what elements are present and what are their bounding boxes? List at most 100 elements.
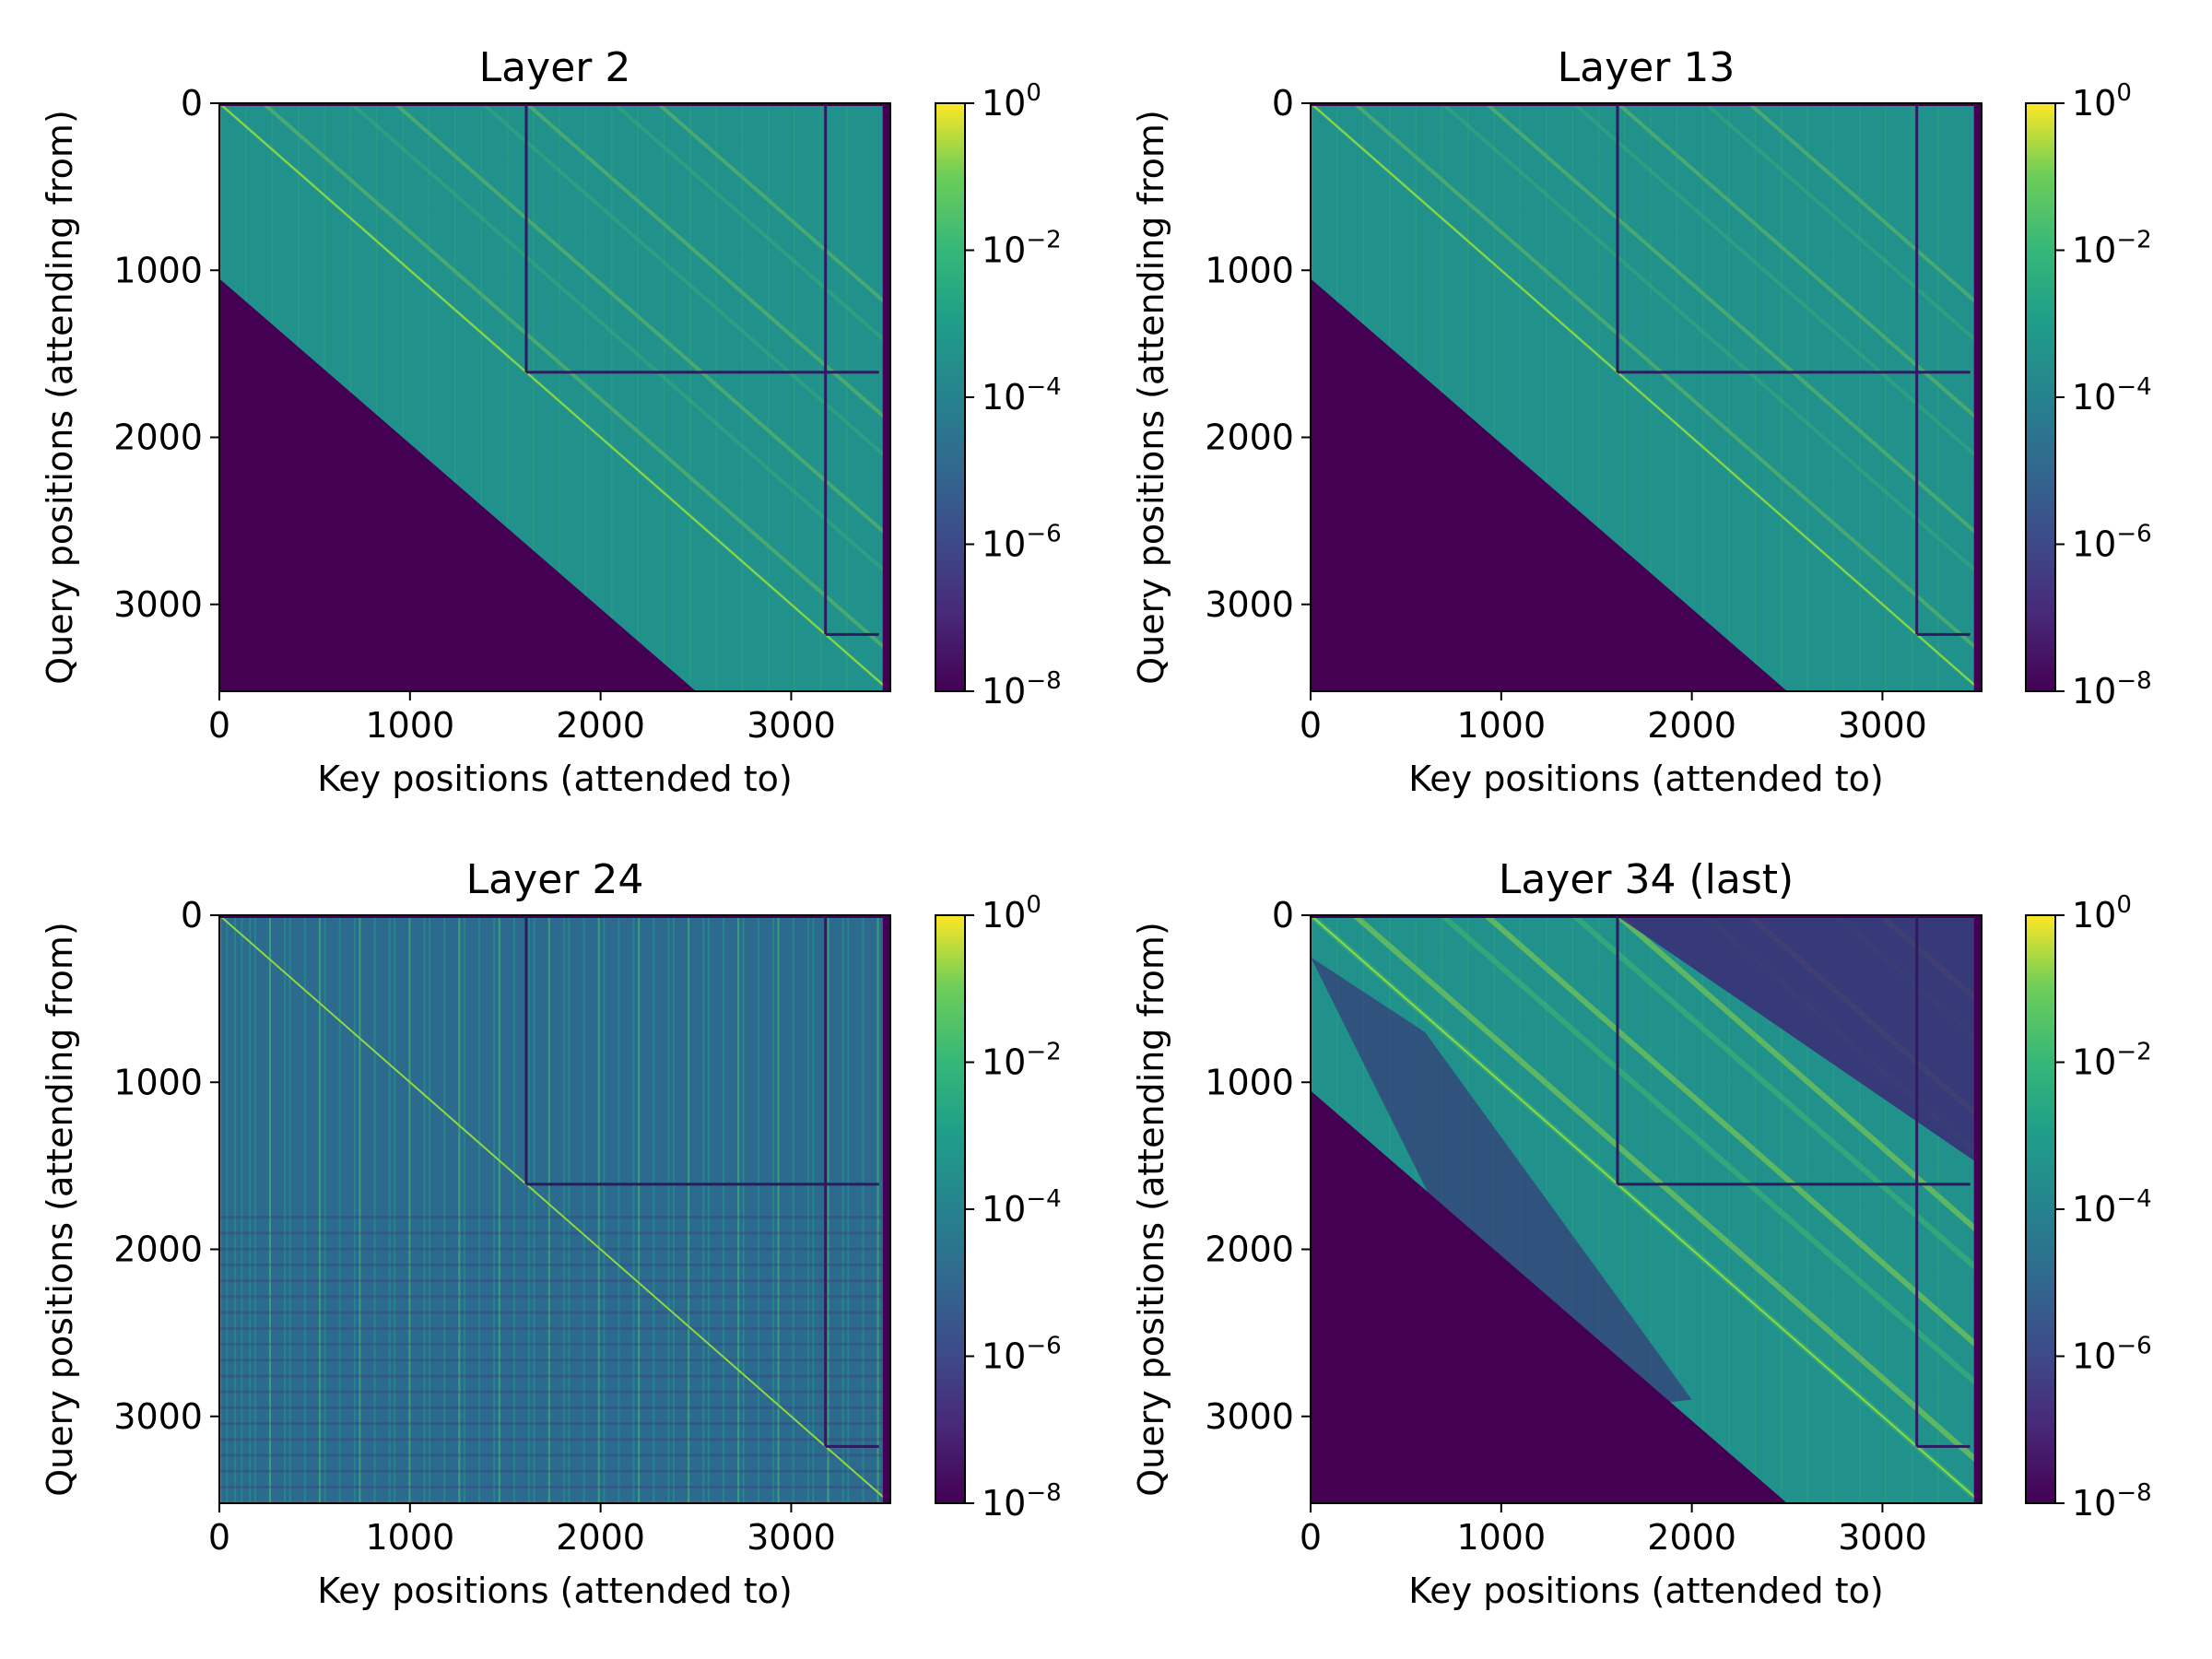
vertical-stripe xyxy=(454,103,456,691)
x-axis-label: Key positions (attended to) xyxy=(1408,759,1883,799)
colorbar-tick-label: 10−8 xyxy=(982,667,1062,712)
x-tick-label: 2000 xyxy=(1647,705,1736,746)
vertical-stripe xyxy=(637,103,639,691)
vertical-stripe xyxy=(792,915,794,1503)
x-tick-label: 2000 xyxy=(556,1517,645,1558)
vertical-stripe xyxy=(1571,103,1573,691)
x-tick-label: 1000 xyxy=(365,705,454,746)
right-strip xyxy=(1973,103,1982,691)
colorbar-tick-label: 10−2 xyxy=(2072,227,2152,271)
vertical-stripe xyxy=(827,915,830,1503)
axes-frame xyxy=(218,914,891,1504)
x-tick-label: 2000 xyxy=(1647,1517,1736,1558)
main-diagonal xyxy=(219,915,890,1503)
y-tick-label: 3000 xyxy=(113,1396,203,1437)
colorbar-tick-label: 10−6 xyxy=(982,521,1062,565)
horizontal-stripe xyxy=(219,1343,890,1346)
vertical-stripe xyxy=(288,915,291,1503)
top-strip xyxy=(219,103,890,106)
vertical-stripe xyxy=(480,103,482,691)
diagonal-band xyxy=(656,103,890,310)
vertical-stripe xyxy=(338,915,341,1503)
vertical-stripe xyxy=(443,915,446,1503)
colorbar-tick-label: 10−8 xyxy=(2072,1479,2152,1524)
panel-title: Layer 13 xyxy=(1558,44,1735,91)
x-tick-label: 0 xyxy=(208,705,230,746)
axes-frame xyxy=(218,102,891,692)
vertical-stripe xyxy=(688,915,690,1503)
diagonal-band xyxy=(1352,915,1982,1469)
colorbar xyxy=(2025,914,2056,1504)
y-tick-label: 0 xyxy=(181,895,203,935)
vertical-stripe xyxy=(1832,103,1835,691)
horizontal-stripe xyxy=(219,1406,890,1409)
vertical-stripe xyxy=(429,915,431,1503)
horizontal-stripe xyxy=(219,1438,890,1441)
vertical-stripe xyxy=(568,915,571,1503)
horizontal-stripe xyxy=(219,1469,890,1473)
vertical-stripe xyxy=(498,915,500,1503)
vertical-stripe xyxy=(1911,915,1913,1503)
x-tick-label: 2000 xyxy=(556,705,645,746)
vertical-stripe xyxy=(547,915,550,1503)
vertical-stripe xyxy=(478,915,481,1503)
vertical-stripe xyxy=(1781,915,1783,1503)
vertical-stripe xyxy=(506,103,509,691)
colorbar-tick-label: 10−6 xyxy=(982,1333,1062,1377)
diagonal-band xyxy=(1440,915,1982,1392)
colorbar-tick-label: 100 xyxy=(2072,79,2132,124)
diagonal-band xyxy=(569,103,890,387)
y-tick-label: 3000 xyxy=(1205,584,1294,625)
x-tick-label: 3000 xyxy=(747,1517,836,1558)
horizontal-stripe xyxy=(219,1311,890,1314)
vertical-stripe xyxy=(584,103,587,691)
horizontal-stripe xyxy=(219,1422,890,1426)
colorbar-tick-label: 100 xyxy=(982,79,1041,124)
vertical-stripe xyxy=(794,103,795,691)
y-tick-label: 3000 xyxy=(1205,1396,1294,1437)
x-tick-label: 0 xyxy=(1300,705,1322,746)
vertical-stripe xyxy=(463,915,465,1503)
main-diagonal xyxy=(219,103,890,691)
horizontal-stripe xyxy=(219,1485,890,1488)
vertical-stripe xyxy=(1493,103,1495,691)
heatmap-panel-3: Layer 24 0 1000 2000 3000 0 1000 2000 3000 Key po… xyxy=(40,856,1062,1611)
vertical-stripe xyxy=(303,915,306,1503)
right-strip xyxy=(882,103,890,691)
colorbar-tick-label: 10−2 xyxy=(982,1039,1062,1083)
diagonal-band xyxy=(1441,103,1982,579)
diagonal-band xyxy=(349,103,890,579)
x-axis-label: Key positions (attended to) xyxy=(1408,1571,1883,1611)
vertical-stripe xyxy=(819,103,822,691)
colorbar xyxy=(935,914,966,1504)
vertical-stripe xyxy=(806,915,809,1503)
diagonal-band xyxy=(612,103,890,348)
vertical-stripe xyxy=(582,915,585,1503)
vertical-stripe xyxy=(562,915,565,1503)
axes-frame xyxy=(1310,102,1983,692)
y-tick-label: 2000 xyxy=(113,1230,203,1270)
colorbar-tick-label: 10−6 xyxy=(2072,1333,2152,1377)
vertical-stripe xyxy=(702,915,705,1503)
vertical-stripe xyxy=(408,915,411,1503)
heatmap-image xyxy=(1311,915,1982,1503)
vertical-stripe xyxy=(318,915,321,1503)
top-strip xyxy=(1311,915,1982,918)
vertical-stripe xyxy=(1702,915,1704,1503)
diagonal-band xyxy=(1571,915,1982,1277)
vertical-stripe xyxy=(1754,103,1757,691)
y-tick-label: 3000 xyxy=(113,584,203,625)
x-tick-label: 1000 xyxy=(1456,1517,1546,1558)
masked-triangle xyxy=(1311,1090,1788,1503)
vertical-stripe xyxy=(1702,103,1704,691)
vertical-stripe xyxy=(1676,915,1678,1503)
horizontal-stripe xyxy=(219,1453,890,1457)
diagonal-band xyxy=(1527,915,1982,1315)
vertical-stripe xyxy=(723,915,724,1503)
horizontal-stripe xyxy=(219,1247,890,1251)
top-strip xyxy=(219,915,890,918)
diagonal-band xyxy=(1484,103,1982,540)
vertical-stripe xyxy=(653,915,655,1503)
vertical-stripe xyxy=(1650,103,1652,691)
horizontal-stripe xyxy=(219,1326,890,1330)
